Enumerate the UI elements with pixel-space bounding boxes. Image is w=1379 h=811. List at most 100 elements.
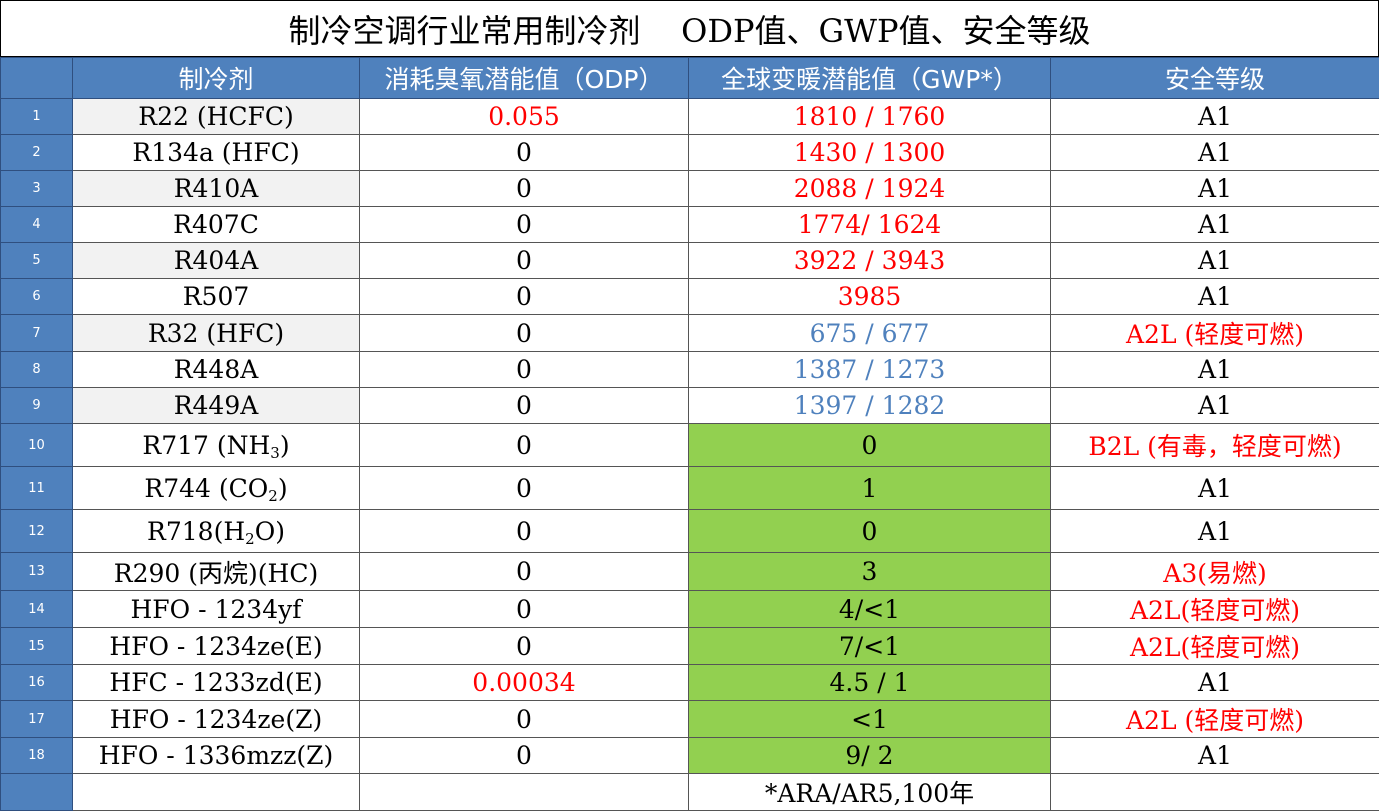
refrigerant-name: R134a (HFC) [73,135,360,171]
gwp-value: 9/ 2 [689,738,1051,774]
refrigerant-name: R449A [73,388,360,424]
gwp-value: 3985 [689,279,1051,315]
row-number: 2 [1,135,73,171]
refrigerant-name: R290 (丙烷)(HC) [73,553,360,591]
refrigerant-name: HFO - 1234yf [73,591,360,628]
row-number: 10 [1,424,73,467]
row-number: 8 [1,352,73,388]
odp-value: 0 [360,171,689,207]
header-refrigerant: 制冷剂 [73,58,360,99]
odp-value: 0 [360,591,689,628]
safety-class: A2L (轻度可燃) [1051,315,1379,352]
row-number: 18 [1,738,73,774]
safety-class: A1 [1051,467,1379,510]
table-row: 17 HFO - 1234ze(Z) 0 <1 A2L (轻度可燃) [1,701,1379,738]
safety-class: A1 [1051,388,1379,424]
safety-class: A2L(轻度可燃) [1051,628,1379,665]
name-suffix: ) [278,474,288,503]
refrigerant-name: R410A [73,171,360,207]
refrigerant-name: R718(H2O) [73,510,360,553]
safety-class: A1 [1051,279,1379,315]
table-row: 1 R22 (HCFC) 0.055 1810 / 1760 A1 [1,99,1379,135]
refrigerant-table: 制冷剂 消耗臭氧潜能值（ODP） 全球变暖潜能值（GWP*） 安全等级 1 R2… [0,57,1379,811]
safety-class: A1 [1051,352,1379,388]
gwp-value: 2088 / 1924 [689,171,1051,207]
odp-value: 0.055 [360,99,689,135]
row-number: 17 [1,701,73,738]
odp-value: 0 [360,352,689,388]
table-row: 12 R718(H2O) 0 0 A1 [1,510,1379,553]
odp-value: 0 [360,738,689,774]
odp-value: 0 [360,701,689,738]
table-row: 2 R134a (HFC) 0 1430 / 1300 A1 [1,135,1379,171]
name-subscript: 2 [268,487,278,505]
odp-value: 0 [360,279,689,315]
refrigerant-name: R717 (NH3) [73,424,360,467]
gwp-value: <1 [689,701,1051,738]
header-gwp: 全球变暖潜能值（GWP*） [689,58,1051,99]
header-row: 制冷剂 消耗臭氧潜能值（ODP） 全球变暖潜能值（GWP*） 安全等级 [1,58,1379,99]
refrigerant-name: R407C [73,207,360,243]
gwp-value: 1810 / 1760 [689,99,1051,135]
row-number: 16 [1,665,73,701]
table-row: 14 HFO - 1234yf 0 4/<1 A2L(轻度可燃) [1,591,1379,628]
refrigerant-name: R507 [73,279,360,315]
odp-value: 0 [360,207,689,243]
refrigerant-name: R22 (HCFC) [73,99,360,135]
gwp-value: 1430 / 1300 [689,135,1051,171]
safety-class: A1 [1051,510,1379,553]
safety-class: A2L(轻度可燃) [1051,591,1379,628]
gwp-value: 0 [689,424,1051,467]
table-row: 15 HFO - 1234ze(E) 0 7/<1 A2L(轻度可燃) [1,628,1379,665]
gwp-value: 3 [689,553,1051,591]
gwp-value: 1387 / 1273 [689,352,1051,388]
table-row: 18 HFO - 1336mzz(Z) 0 9/ 2 A1 [1,738,1379,774]
row-number: 13 [1,553,73,591]
table-row: 6 R507 0 3985 A1 [1,279,1379,315]
row-number: 1 [1,99,73,135]
row-number: 15 [1,628,73,665]
gwp-value: 1774/ 1624 [689,207,1051,243]
name-prefix: R744 (CO [144,474,268,503]
safety-class: A1 [1051,207,1379,243]
table-row: 4 R407C 0 1774/ 1624 A1 [1,207,1379,243]
safety-class: A3(易燃) [1051,553,1379,591]
gwp-value: 1397 / 1282 [689,388,1051,424]
refrigerant-name: R404A [73,243,360,279]
odp-value: 0 [360,553,689,591]
refrigerant-name: R32 (HFC) [73,315,360,352]
safety-class: A1 [1051,135,1379,171]
name-suffix: ) [280,431,290,460]
table-row: 10 R717 (NH3) 0 0 B2L (有毒，轻度可燃) [1,424,1379,467]
refrigerant-name: R448A [73,352,360,388]
refrigerant-name: HFO - 1336mzz(Z) [73,738,360,774]
odp-value: 0 [360,243,689,279]
table-row: 16 HFC - 1233zd(E) 0.00034 4.5 / 1 A1 [1,665,1379,701]
gwp-value: 4.5 / 1 [689,665,1051,701]
header-odp: 消耗臭氧潜能值（ODP） [360,58,689,99]
odp-value: 0 [360,467,689,510]
table-row: 3 R410A 0 2088 / 1924 A1 [1,171,1379,207]
odp-value: 0 [360,424,689,467]
safety-class: A1 [1051,243,1379,279]
table-row: 11 R744 (CO2) 0 1 A1 [1,467,1379,510]
table-row: 5 R404A 0 3922 / 3943 A1 [1,243,1379,279]
refrigerant-name: R744 (CO2) [73,467,360,510]
odp-value: 0.00034 [360,665,689,701]
name-subscript: 2 [245,530,255,548]
table-row: 7 R32 (HFC) 0 675 / 677 A2L (轻度可燃) [1,315,1379,352]
safety-class: A1 [1051,665,1379,701]
refrigerant-name: HFC - 1233zd(E) [73,665,360,701]
name-subscript: 3 [270,444,280,462]
row-number: 12 [1,510,73,553]
safety-class: A1 [1051,171,1379,207]
gwp-value: 0 [689,510,1051,553]
odp-value: 0 [360,315,689,352]
odp-value: 0 [360,510,689,553]
safety-class: A2L (轻度可燃) [1051,701,1379,738]
row-number: 11 [1,467,73,510]
refrigerant-name: HFO - 1234ze(Z) [73,701,360,738]
table-row: 9 R449A 0 1397 / 1282 A1 [1,388,1379,424]
safety-class: B2L (有毒，轻度可燃) [1051,424,1379,467]
